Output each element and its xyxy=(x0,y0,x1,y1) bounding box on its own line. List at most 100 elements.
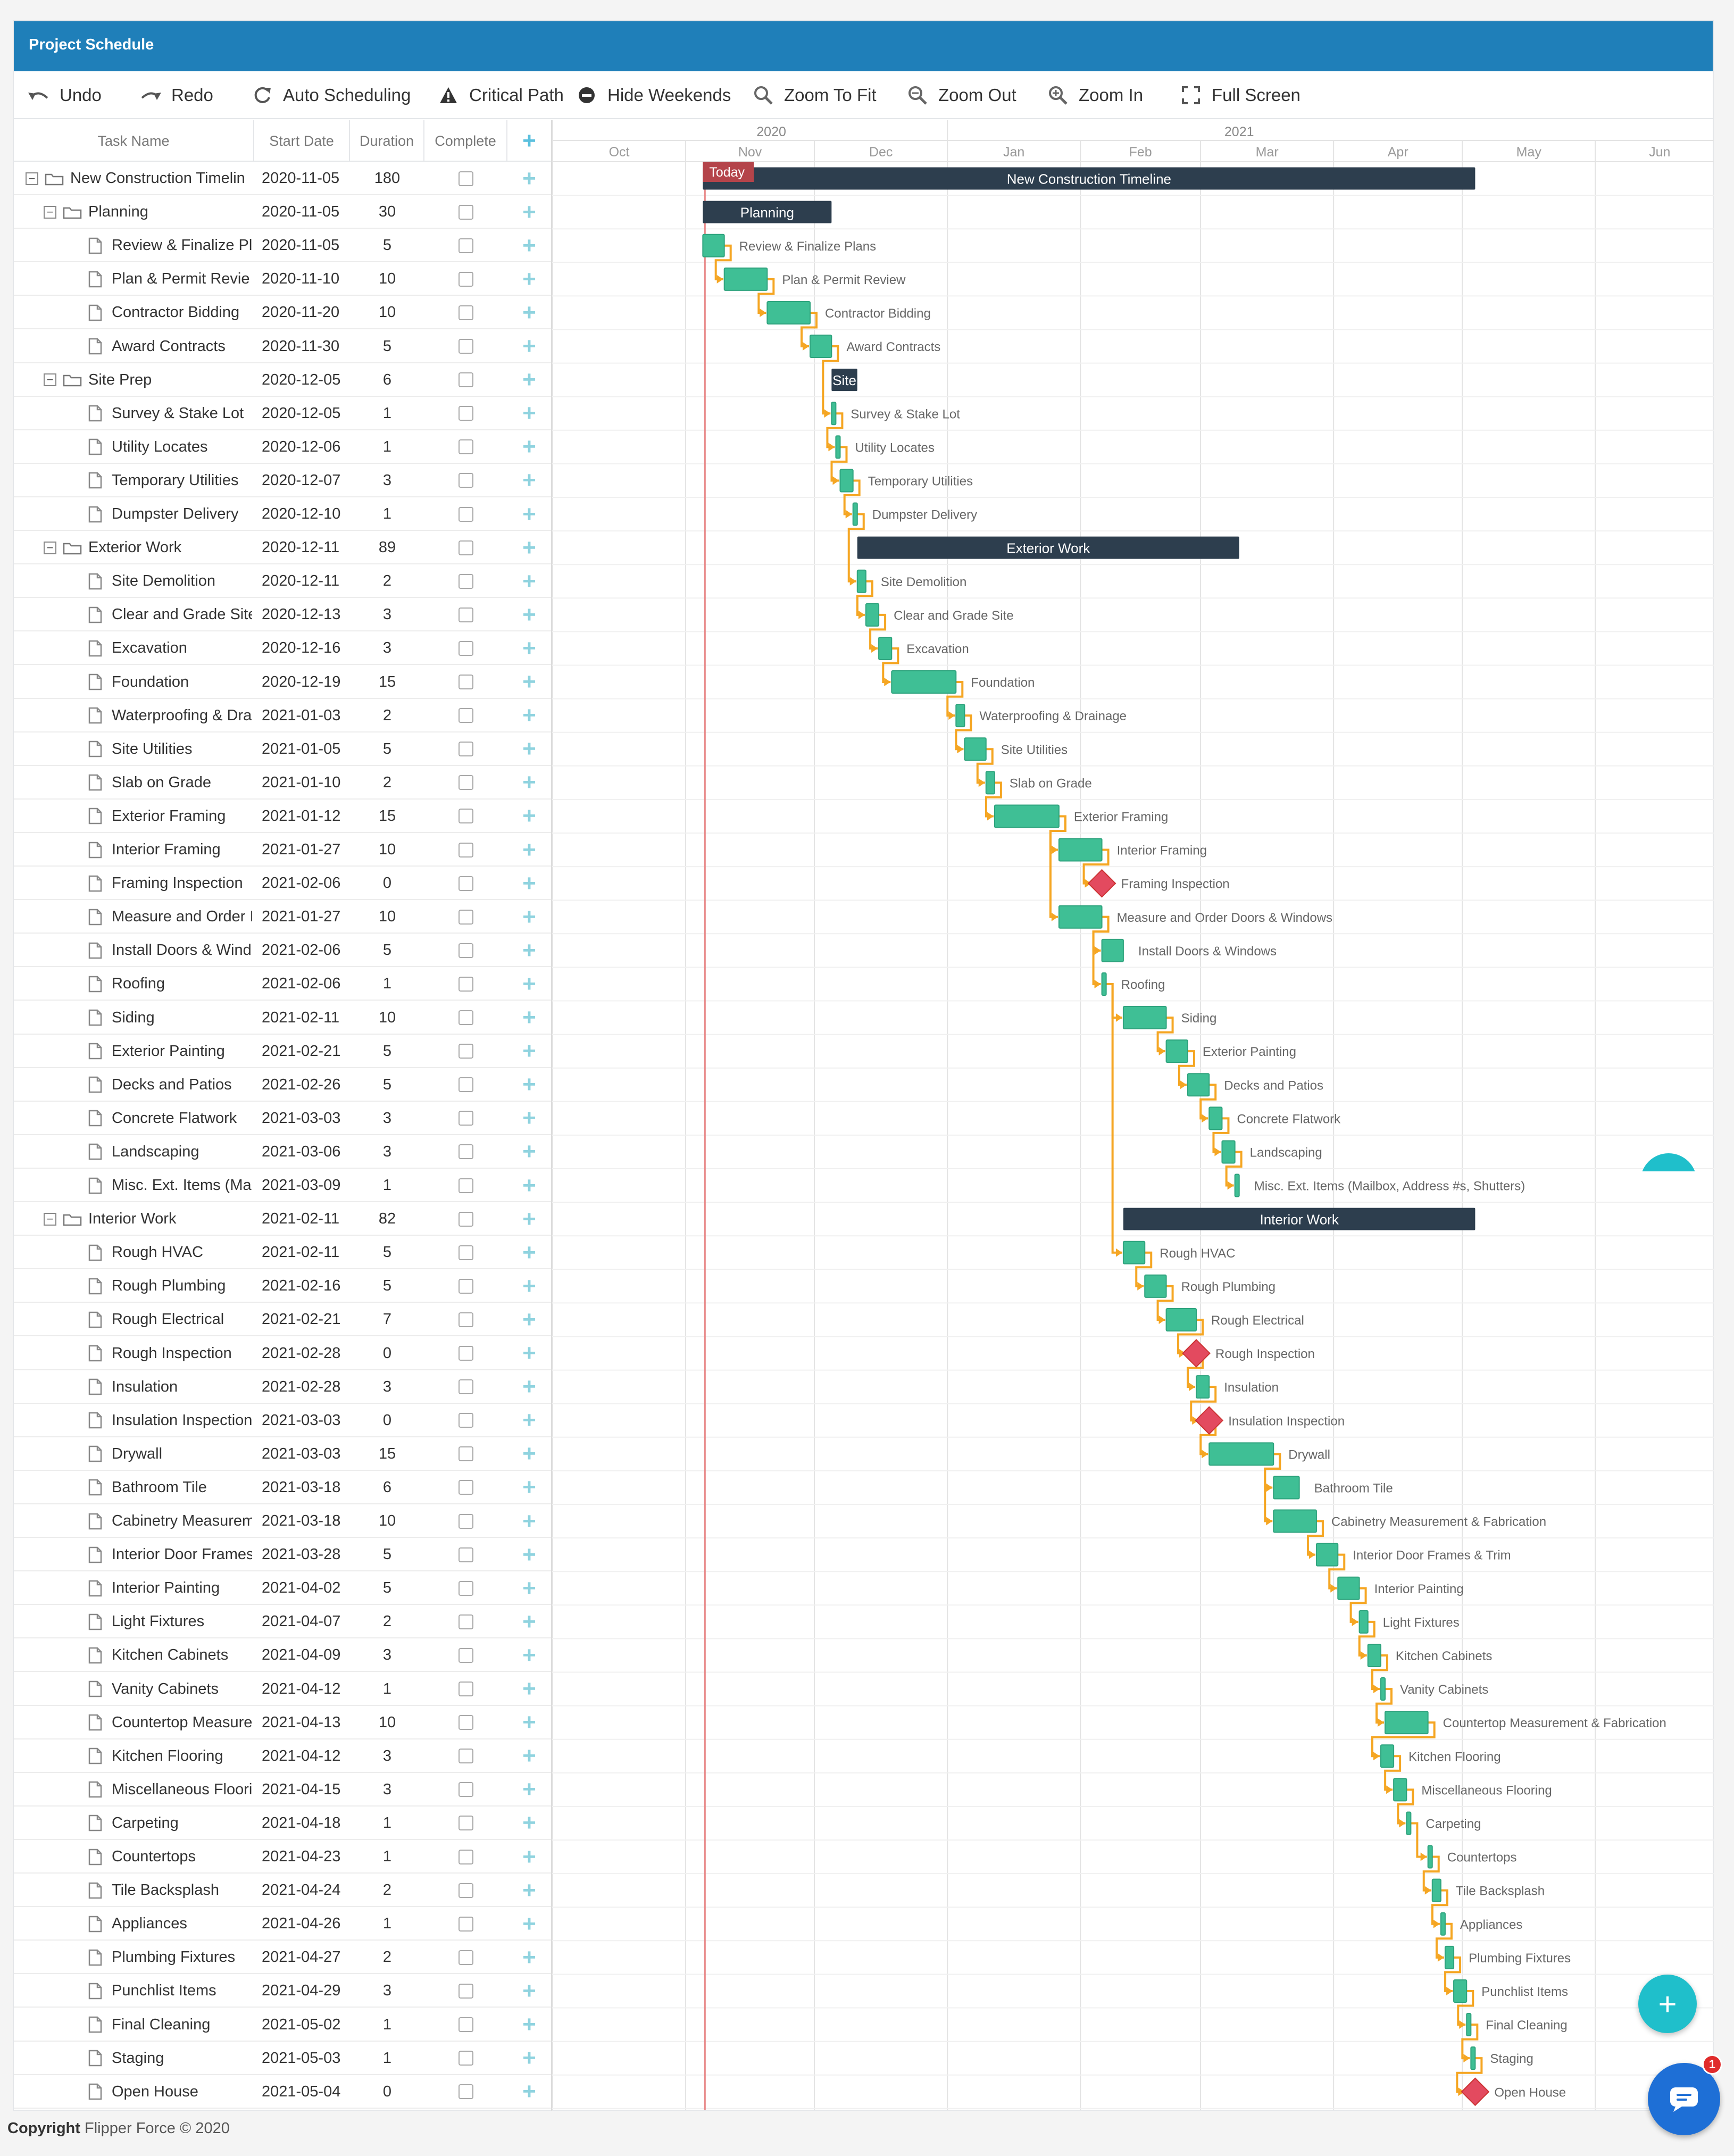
task-row[interactable]: − Site Prep 2020-12-05 6 + xyxy=(14,363,551,397)
auto-scheduling-button[interactable]: Auto Scheduling xyxy=(250,83,411,107)
task-row[interactable]: Insulation Inspection 2021-03-03 0 + xyxy=(14,1404,551,1437)
task-name[interactable]: Site Prep xyxy=(88,371,152,388)
duration-cell[interactable]: 15 xyxy=(378,1445,396,1462)
task-name[interactable]: Interior Door Frames xyxy=(112,1546,252,1563)
task-name[interactable]: Concrete Flatwork xyxy=(112,1109,237,1127)
complete-checkbox[interactable] xyxy=(458,1480,473,1495)
task-row[interactable]: − Planning 2020-11-05 30 + xyxy=(14,195,551,229)
add-subtask-icon[interactable]: + xyxy=(522,1810,536,1836)
task-row[interactable]: Light Fixtures 2021-04-07 2 + xyxy=(14,1605,551,1639)
start-date-cell[interactable]: 2020-11-10 xyxy=(262,270,340,288)
complete-checkbox[interactable] xyxy=(458,976,473,992)
complete-checkbox[interactable] xyxy=(458,339,473,354)
summary-bar[interactable] xyxy=(1123,1208,1475,1230)
start-date-cell[interactable]: 2021-04-13 xyxy=(262,1713,341,1731)
add-subtask-icon[interactable]: + xyxy=(522,1877,536,1903)
duration-cell[interactable]: 5 xyxy=(382,740,392,757)
complete-checkbox[interactable] xyxy=(458,473,473,488)
duration-cell[interactable]: 1 xyxy=(382,1915,392,1933)
task-bar[interactable] xyxy=(810,335,832,359)
duration-cell[interactable]: 3 xyxy=(382,1982,392,2000)
task-bar[interactable] xyxy=(1440,1912,1446,1936)
duration-cell[interactable]: 10 xyxy=(378,908,396,926)
task-row[interactable]: Dumpster Delivery 2020-12-10 1 + xyxy=(14,497,551,531)
duration-cell[interactable]: 10 xyxy=(378,270,396,288)
start-date-cell[interactable]: 2021-03-09 xyxy=(262,1177,341,1194)
start-date-cell[interactable]: 2021-05-02 xyxy=(262,2016,341,2033)
task-name[interactable]: Insulation xyxy=(112,1378,178,1395)
task-name[interactable]: Survey & Stake Lot xyxy=(112,404,244,422)
add-subtask-icon[interactable]: + xyxy=(522,769,536,796)
add-subtask-icon[interactable]: + xyxy=(522,937,536,963)
duration-cell[interactable]: 2 xyxy=(382,1949,392,1966)
complete-checkbox[interactable] xyxy=(458,171,473,186)
add-subtask-icon[interactable]: + xyxy=(522,836,536,863)
task-row[interactable]: Site Demolition 2020-12-11 2 + xyxy=(14,564,551,598)
add-subtask-icon[interactable]: + xyxy=(522,1642,536,1668)
task-row[interactable]: Contractor Bidding 2020-11-20 10 + xyxy=(14,296,551,330)
add-subtask-icon[interactable]: + xyxy=(522,434,536,460)
duration-cell[interactable]: 5 xyxy=(382,942,392,959)
task-bar[interactable] xyxy=(1337,1576,1360,1600)
task-row[interactable]: Rough Plumbing 2021-02-16 5 + xyxy=(14,1269,551,1303)
start-date-cell[interactable]: 2021-02-21 xyxy=(262,1311,341,1328)
complete-checkbox[interactable] xyxy=(458,2017,473,2032)
task-name[interactable]: Interior Work xyxy=(88,1210,177,1228)
task-name[interactable]: Dumpster Delivery xyxy=(112,505,239,522)
task-bar[interactable] xyxy=(1208,1106,1223,1130)
task-name[interactable]: Punchlist Items xyxy=(112,1982,216,2000)
task-name[interactable]: Site Demolition xyxy=(112,572,216,590)
complete-checkbox[interactable] xyxy=(458,1111,473,1126)
start-date-cell[interactable]: 2021-04-24 xyxy=(262,1882,341,1899)
duration-cell[interactable]: 10 xyxy=(378,1009,396,1026)
add-subtask-icon[interactable]: + xyxy=(522,601,536,628)
complete-checkbox[interactable] xyxy=(458,607,473,622)
start-date-cell[interactable]: 2021-04-02 xyxy=(262,1579,341,1597)
task-bar[interactable] xyxy=(964,737,987,761)
task-name[interactable]: Rough Inspection xyxy=(112,1344,232,1362)
add-subtask-icon[interactable]: + xyxy=(522,1441,536,1467)
task-bar[interactable] xyxy=(865,603,880,627)
duration-cell[interactable]: 1 xyxy=(382,1814,392,1832)
complete-checkbox[interactable] xyxy=(458,1916,473,1932)
zoom-to-fit-button[interactable]: Zoom To Fit xyxy=(751,83,877,107)
task-bar[interactable] xyxy=(1453,1979,1468,2003)
duration-cell[interactable]: 5 xyxy=(382,237,392,254)
add-subtask-icon[interactable]: + xyxy=(522,1071,536,1098)
start-date-cell[interactable]: 2021-04-15 xyxy=(262,1780,341,1798)
zoom-in-button[interactable]: Zoom In xyxy=(1046,83,1143,107)
task-row[interactable]: Decks and Patios 2021-02-26 5 + xyxy=(14,1068,551,1102)
task-row[interactable]: Clear and Grade Site 2020-12-13 3 + xyxy=(14,598,551,632)
duration-cell[interactable]: 5 xyxy=(382,1277,392,1295)
task-row[interactable]: Countertop Measure 2021-04-13 10 + xyxy=(14,1706,551,1739)
summary-bar[interactable] xyxy=(703,167,1475,190)
collapse-toggle-icon[interactable]: − xyxy=(26,172,38,185)
add-subtask-icon[interactable]: + xyxy=(522,1340,536,1366)
start-date-cell[interactable]: 2020-12-16 xyxy=(262,639,341,657)
add-subtask-icon[interactable]: + xyxy=(522,1373,536,1400)
task-row[interactable]: − New Construction Timelin 2020-11-05 180 + xyxy=(14,162,551,195)
task-name[interactable]: Appliances xyxy=(112,1915,187,1933)
add-subtask-icon[interactable]: + xyxy=(522,333,536,359)
task-row[interactable]: Interior Door Frames 2021-03-28 5 + xyxy=(14,1538,551,1572)
duration-cell[interactable]: 10 xyxy=(378,1713,396,1731)
task-row[interactable]: Kitchen Flooring 2021-04-12 3 + xyxy=(14,1739,551,1773)
task-bar[interactable] xyxy=(1208,1442,1274,1466)
complete-checkbox[interactable] xyxy=(458,1178,473,1193)
task-name[interactable]: Utility Locates xyxy=(112,438,208,455)
complete-checkbox[interactable] xyxy=(458,540,473,555)
task-name[interactable]: Countertop Measure xyxy=(112,1713,252,1731)
complete-checkbox[interactable] xyxy=(458,1816,473,1831)
partial-action-button[interactable] xyxy=(1640,1153,1697,1171)
add-subtask-icon[interactable]: + xyxy=(522,1138,536,1165)
task-name[interactable]: Exterior Work xyxy=(88,539,182,556)
summary-bar[interactable] xyxy=(703,201,832,223)
task-bar[interactable] xyxy=(1101,938,1124,962)
add-subtask-icon[interactable]: + xyxy=(522,2078,536,2105)
task-row[interactable]: Temporary Utilities 2020-12-07 3 + xyxy=(14,464,551,497)
task-name[interactable]: Drywall xyxy=(112,1445,163,1462)
start-date-cell[interactable]: 2021-03-18 xyxy=(262,1478,341,1496)
add-subtask-icon[interactable]: + xyxy=(522,1541,536,1568)
start-date-cell[interactable]: 2021-03-03 xyxy=(262,1411,341,1429)
duration-cell[interactable]: 3 xyxy=(382,1780,392,1798)
